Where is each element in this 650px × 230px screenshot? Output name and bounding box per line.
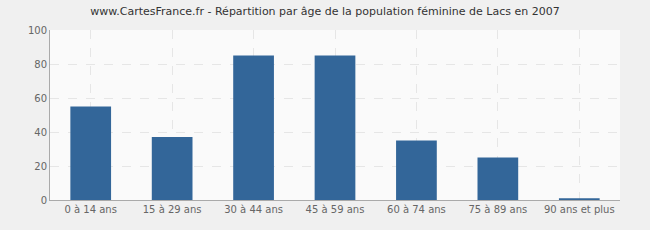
- svg-text:40: 40: [34, 127, 47, 138]
- svg-text:0: 0: [41, 195, 47, 206]
- svg-text:20: 20: [34, 161, 47, 172]
- svg-text:90 ans et plus: 90 ans et plus: [544, 204, 615, 215]
- svg-text:15 à 29 ans: 15 à 29 ans: [143, 204, 202, 215]
- svg-text:60 à 74 ans: 60 à 74 ans: [387, 204, 446, 215]
- svg-text:80: 80: [34, 59, 47, 70]
- svg-text:45 à 59 ans: 45 à 59 ans: [306, 204, 365, 215]
- svg-text:www.CartesFrance.fr - Répartit: www.CartesFrance.fr - Répartition par âg…: [90, 5, 559, 18]
- svg-text:0 à 14 ans: 0 à 14 ans: [64, 204, 116, 215]
- svg-text:60: 60: [34, 93, 47, 104]
- svg-text:75 à 89 ans: 75 à 89 ans: [468, 204, 527, 215]
- svg-text:100: 100: [28, 25, 47, 36]
- svg-text:30 à 44 ans: 30 à 44 ans: [224, 204, 283, 215]
